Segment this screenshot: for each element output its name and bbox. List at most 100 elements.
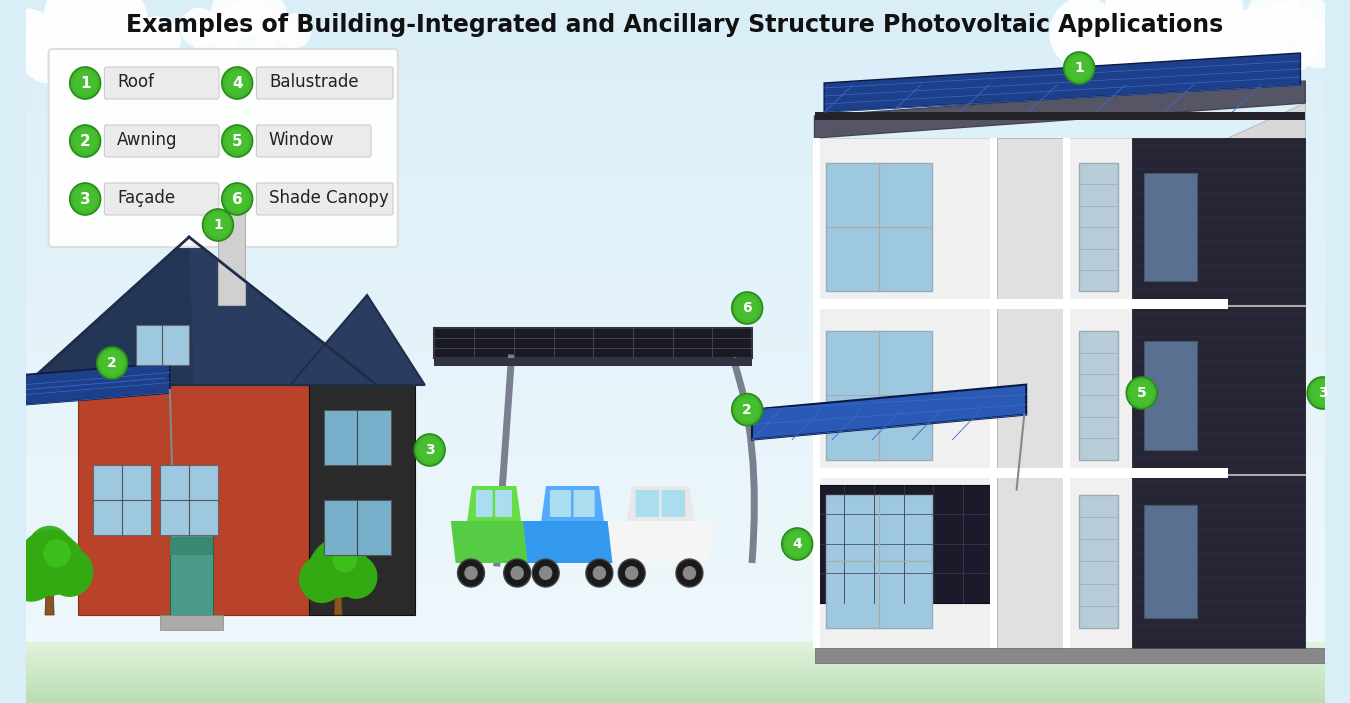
Bar xyxy=(26,671,1324,673)
Circle shape xyxy=(1065,54,1092,82)
Bar xyxy=(26,312,1324,316)
Bar xyxy=(26,683,1324,685)
Bar xyxy=(26,674,1324,676)
Bar xyxy=(26,463,1324,467)
Bar xyxy=(26,175,1324,179)
Bar xyxy=(26,38,1324,42)
Circle shape xyxy=(332,547,356,572)
Bar xyxy=(26,674,1324,678)
Bar xyxy=(26,523,1324,527)
Bar xyxy=(26,685,1324,689)
Bar xyxy=(26,84,1324,88)
Circle shape xyxy=(97,347,127,379)
Bar xyxy=(26,470,1324,475)
Circle shape xyxy=(211,0,262,39)
Bar xyxy=(26,632,1324,636)
Bar xyxy=(26,421,1324,425)
Bar xyxy=(26,354,1324,359)
Bar xyxy=(26,284,1324,288)
Bar xyxy=(26,689,1324,691)
Bar xyxy=(26,697,1324,699)
Bar xyxy=(26,530,1324,534)
FancyBboxPatch shape xyxy=(826,331,931,460)
Bar xyxy=(26,625,1324,629)
Bar xyxy=(26,382,1324,387)
Bar xyxy=(26,221,1324,225)
Bar xyxy=(26,435,1324,439)
Bar xyxy=(26,108,1324,112)
Polygon shape xyxy=(26,237,194,385)
Bar xyxy=(26,295,1324,299)
Circle shape xyxy=(1185,13,1262,93)
FancyBboxPatch shape xyxy=(93,465,151,535)
Circle shape xyxy=(202,209,234,241)
Bar xyxy=(26,520,1324,524)
Circle shape xyxy=(255,16,297,60)
Bar xyxy=(26,658,1324,660)
FancyBboxPatch shape xyxy=(1079,331,1118,460)
Bar xyxy=(26,365,1324,369)
FancyBboxPatch shape xyxy=(136,325,189,365)
Bar xyxy=(26,41,1324,46)
FancyBboxPatch shape xyxy=(104,125,219,157)
Bar xyxy=(813,138,821,648)
Bar xyxy=(26,203,1324,207)
Bar xyxy=(26,34,1324,39)
Bar xyxy=(26,126,1324,130)
Bar xyxy=(26,646,1324,650)
Bar xyxy=(26,133,1324,137)
Bar xyxy=(26,150,1324,155)
Polygon shape xyxy=(335,591,343,615)
Bar xyxy=(26,698,1324,700)
Bar xyxy=(26,583,1324,587)
Circle shape xyxy=(225,187,248,211)
Bar xyxy=(26,87,1324,91)
Bar xyxy=(26,670,1324,672)
FancyBboxPatch shape xyxy=(1079,495,1118,628)
Circle shape xyxy=(1068,56,1091,80)
Circle shape xyxy=(278,13,312,49)
FancyBboxPatch shape xyxy=(549,490,571,517)
FancyBboxPatch shape xyxy=(324,410,392,465)
Bar xyxy=(26,309,1324,313)
Circle shape xyxy=(732,292,763,324)
Text: Awning: Awning xyxy=(117,131,177,149)
Bar xyxy=(26,512,1324,517)
Bar xyxy=(26,27,1324,32)
FancyBboxPatch shape xyxy=(475,490,493,517)
FancyBboxPatch shape xyxy=(826,163,931,291)
Bar xyxy=(26,94,1324,98)
Bar xyxy=(26,52,1324,56)
Bar xyxy=(26,505,1324,510)
Bar xyxy=(26,196,1324,200)
Bar xyxy=(26,672,1324,674)
Circle shape xyxy=(180,8,219,47)
Circle shape xyxy=(1049,0,1119,69)
Bar xyxy=(26,407,1324,411)
FancyBboxPatch shape xyxy=(1143,341,1196,450)
Circle shape xyxy=(510,566,524,580)
Bar xyxy=(26,154,1324,158)
FancyBboxPatch shape xyxy=(256,183,393,215)
Bar xyxy=(26,655,1324,657)
Circle shape xyxy=(70,183,100,215)
Bar xyxy=(26,621,1324,626)
Circle shape xyxy=(74,129,97,153)
Bar xyxy=(26,665,1324,667)
Bar xyxy=(26,548,1324,552)
Bar xyxy=(161,615,223,630)
Bar xyxy=(26,614,1324,619)
Polygon shape xyxy=(467,486,521,521)
Bar xyxy=(26,263,1324,267)
Polygon shape xyxy=(1228,103,1305,648)
Bar xyxy=(26,474,1324,478)
FancyBboxPatch shape xyxy=(170,537,213,555)
Bar xyxy=(26,558,1324,562)
FancyBboxPatch shape xyxy=(170,535,213,615)
Bar xyxy=(26,70,1324,74)
Circle shape xyxy=(43,0,113,52)
Bar xyxy=(26,565,1324,569)
Bar xyxy=(1062,138,1071,648)
Bar xyxy=(26,688,1324,692)
Bar xyxy=(26,368,1324,373)
